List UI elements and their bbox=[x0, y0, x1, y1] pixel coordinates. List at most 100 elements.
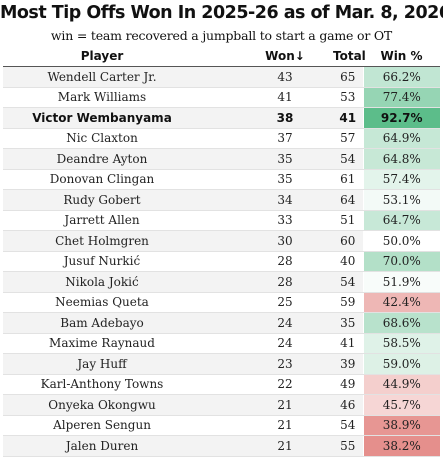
total-cell: 46 bbox=[333, 394, 363, 416]
table-row: Neemias Queta 25 59 42.4% bbox=[3, 292, 440, 313]
player-cell: Bam Adebayo bbox=[3, 312, 251, 334]
table-row: Rudy Gobert 34 64 53.1% bbox=[3, 189, 440, 211]
table-row: Jarrett Allen 33 51 64.7% bbox=[3, 210, 440, 231]
table-row: Jalen Duren 21 55 38.2% bbox=[3, 435, 440, 457]
player-cell: Chet Holmgren bbox=[3, 230, 251, 252]
total-cell: 41 bbox=[333, 107, 363, 129]
table-row: Mark Williams 41 53 77.4% bbox=[3, 87, 440, 108]
total-cell: 57 bbox=[333, 128, 363, 149]
win-pct-cell: 38.2% bbox=[362, 435, 440, 457]
win-pct-cell: 68.6% bbox=[362, 312, 440, 334]
player-cell: Wendell Carter Jr. bbox=[3, 66, 251, 88]
player-cell: Alperen Sengun bbox=[3, 415, 251, 436]
won-cell: 24 bbox=[251, 312, 333, 334]
player-cell: Rudy Gobert bbox=[3, 189, 251, 211]
total-cell: 51 bbox=[333, 210, 363, 231]
win-pct-cell: 51.9% bbox=[362, 271, 440, 293]
total-cell: 54 bbox=[333, 148, 363, 170]
tip-offs-table: Player Won↓ Total Win % Wendell Carter J… bbox=[3, 46, 440, 457]
player-cell: Onyeka Okongwu bbox=[3, 394, 251, 416]
won-cell: 35 bbox=[251, 148, 333, 170]
won-cell: 21 bbox=[251, 415, 333, 436]
win-pct-cell: 64.8% bbox=[362, 148, 440, 170]
table-row: Nic Claxton 37 57 64.9% bbox=[3, 128, 440, 149]
player-cell: Nic Claxton bbox=[3, 128, 251, 149]
table-row: Deandre Ayton 35 54 64.8% bbox=[3, 148, 440, 170]
player-cell: Victor Wembanyama bbox=[3, 107, 251, 129]
total-cell: 49 bbox=[333, 374, 363, 395]
total-cell: 53 bbox=[333, 87, 363, 108]
player-cell: Deandre Ayton bbox=[3, 148, 251, 170]
win-pct-cell: 57.4% bbox=[362, 169, 440, 190]
page-title: Most Tip Offs Won In 2025-26 as of Mar. … bbox=[0, 3, 443, 23]
won-cell: 35 bbox=[251, 169, 333, 190]
table-row: Jusuf Nurkić 28 40 70.0% bbox=[3, 251, 440, 272]
win-pct-cell: 92.7% bbox=[362, 107, 440, 129]
player-cell: Jalen Duren bbox=[3, 435, 251, 457]
win-pct-cell: 64.7% bbox=[362, 210, 440, 231]
player-cell: Jusuf Nurkić bbox=[3, 251, 251, 272]
win-pct-cell: 77.4% bbox=[362, 87, 440, 108]
win-pct-cell: 59.0% bbox=[362, 353, 440, 375]
won-cell: 23 bbox=[251, 353, 333, 375]
total-cell: 61 bbox=[333, 169, 363, 190]
table-row: Nikola Jokić 28 54 51.9% bbox=[3, 271, 440, 293]
won-cell: 30 bbox=[251, 230, 333, 252]
table-row: Alperen Sengun 21 54 38.9% bbox=[3, 415, 440, 436]
column-header-player[interactable]: Player bbox=[3, 46, 251, 67]
table-row: Donovan Clingan 35 61 57.4% bbox=[3, 169, 440, 190]
table-body: Wendell Carter Jr. 43 65 66.2% Mark Williams… bbox=[3, 66, 440, 457]
player-cell: Jarrett Allen bbox=[3, 210, 251, 231]
win-pct-cell: 64.9% bbox=[362, 128, 440, 149]
table-row: Maxime Raynaud 24 41 58.5% bbox=[3, 333, 440, 354]
won-cell: 22 bbox=[251, 374, 333, 395]
won-cell: 21 bbox=[251, 435, 333, 457]
page-subtitle: win = team recovered a jumpball to start… bbox=[50, 28, 393, 43]
column-header-win-pct[interactable]: Win % bbox=[363, 46, 440, 67]
total-cell: 60 bbox=[333, 230, 363, 252]
total-cell: 65 bbox=[333, 66, 363, 88]
win-pct-cell: 50.0% bbox=[362, 230, 440, 252]
won-cell: 43 bbox=[251, 66, 333, 88]
total-cell: 54 bbox=[333, 271, 363, 293]
player-cell: Karl-Anthony Towns bbox=[3, 374, 251, 395]
won-cell: 38 bbox=[251, 107, 333, 129]
player-cell: Neemias Queta bbox=[3, 292, 251, 313]
won-cell: 21 bbox=[251, 394, 333, 416]
table-row: Bam Adebayo 24 35 68.6% bbox=[3, 312, 440, 334]
won-cell: 37 bbox=[251, 128, 333, 149]
won-cell: 28 bbox=[251, 271, 333, 293]
total-cell: 39 bbox=[333, 353, 363, 375]
player-cell: Nikola Jokić bbox=[3, 271, 251, 293]
total-cell: 59 bbox=[333, 292, 363, 313]
win-pct-cell: 70.0% bbox=[362, 251, 440, 272]
won-cell: 33 bbox=[251, 210, 333, 231]
won-cell: 25 bbox=[251, 292, 333, 313]
won-cell: 24 bbox=[251, 333, 333, 354]
table-header: Player Won↓ Total Win % bbox=[3, 46, 440, 67]
total-cell: 55 bbox=[333, 435, 363, 457]
table-row: Onyeka Okongwu 21 46 45.7% bbox=[3, 394, 440, 416]
table-row: Chet Holmgren 30 60 50.0% bbox=[3, 230, 440, 252]
total-cell: 40 bbox=[333, 251, 363, 272]
player-cell: Jay Huff bbox=[3, 353, 251, 375]
table-row: Jay Huff 23 39 59.0% bbox=[3, 353, 440, 375]
won-cell: 28 bbox=[251, 251, 333, 272]
win-pct-cell: 38.9% bbox=[362, 415, 440, 436]
win-pct-cell: 44.9% bbox=[362, 374, 440, 395]
total-cell: 54 bbox=[333, 415, 363, 436]
table-row: Karl-Anthony Towns 22 49 44.9% bbox=[3, 374, 440, 395]
column-header-won[interactable]: Won↓ bbox=[251, 46, 333, 67]
win-pct-cell: 53.1% bbox=[362, 189, 440, 211]
player-cell: Donovan Clingan bbox=[3, 169, 251, 190]
win-pct-cell: 66.2% bbox=[362, 66, 440, 88]
column-header-total[interactable]: Total bbox=[333, 46, 366, 67]
player-cell: Maxime Raynaud bbox=[3, 333, 251, 354]
table-row: Victor Wembanyama 38 41 92.7% bbox=[3, 107, 440, 129]
player-cell: Mark Williams bbox=[3, 87, 251, 108]
total-cell: 41 bbox=[333, 333, 363, 354]
win-pct-cell: 58.5% bbox=[362, 333, 440, 354]
header-row: Player Won↓ Total Win % bbox=[3, 46, 440, 67]
total-cell: 64 bbox=[333, 189, 363, 211]
table-row: Wendell Carter Jr. 43 65 66.2% bbox=[3, 66, 440, 88]
